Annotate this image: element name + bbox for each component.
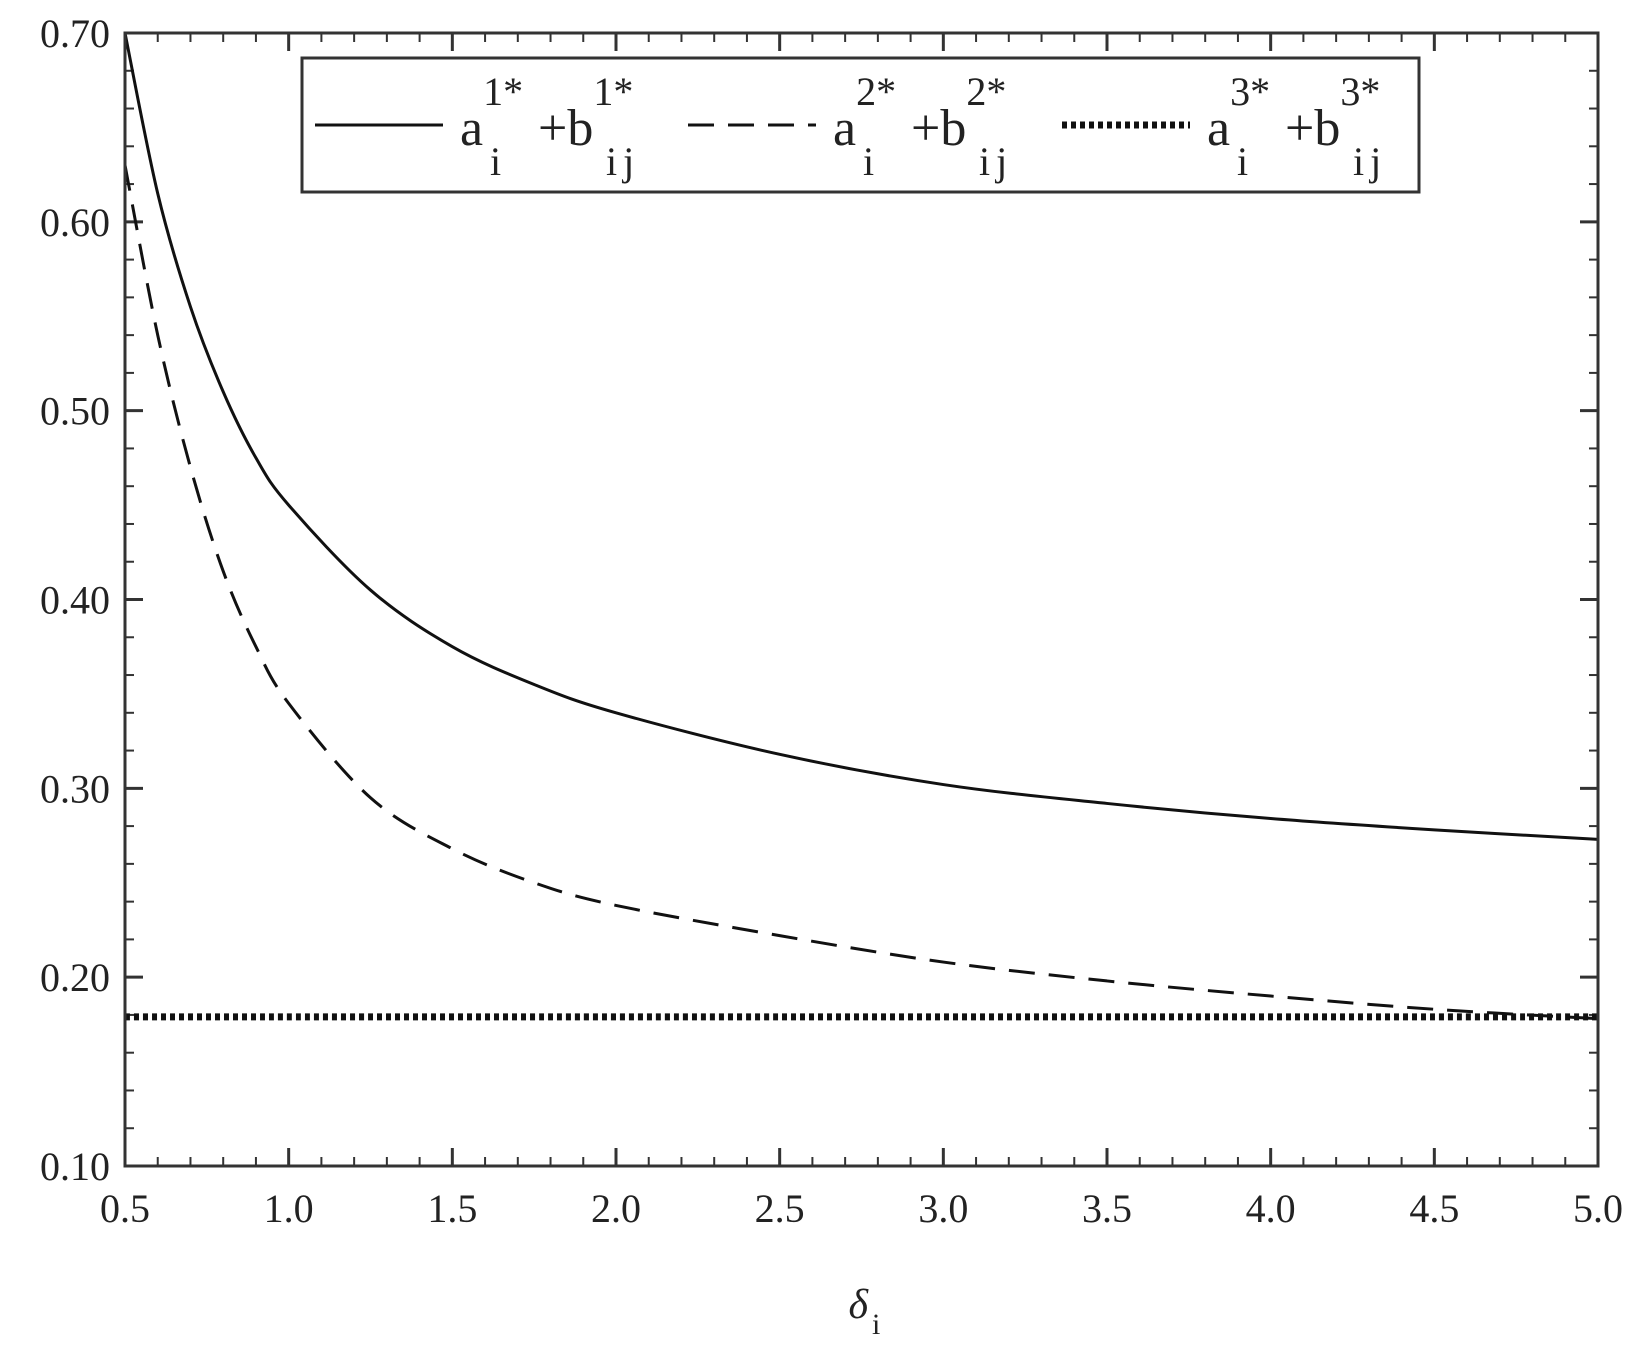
x-tick-label: 3.0 (918, 1186, 968, 1231)
y-tick-label: 0.40 (40, 578, 110, 623)
series-line-1 (123, 32, 1599, 841)
x-tick-label: 2.5 (755, 1186, 805, 1231)
x-tick-label: 5.0 (1573, 1186, 1623, 1231)
legend-label-1: a1* i+b1* ij (460, 69, 640, 184)
legend-entry-3: a3* i+b3* ij (1062, 69, 1387, 184)
x-tick-label: 1.0 (264, 1186, 314, 1231)
x-tick-label: 4.0 (1246, 1186, 1296, 1231)
legend: a1* i+b1* ij a2* i+b2* ij a3* i+b3* ij (300, 56, 1421, 194)
x-axis-label-subscript: i (872, 1308, 880, 1341)
y-tick-label: 0.50 (40, 389, 110, 434)
series-line-2 (123, 164, 1599, 1021)
y-tick-label: 0.30 (40, 766, 110, 811)
x-axis-label: δ (848, 1282, 869, 1328)
y-tick-label: 0.70 (40, 11, 110, 56)
legend-label-3: a3* i+b3* ij (1207, 69, 1387, 184)
series-layer (123, 32, 1599, 1021)
y-tick-label: 0.20 (40, 955, 110, 1000)
legend-entry-2: a2* i+b2* ij (688, 69, 1013, 184)
x-tick-label: 4.5 (1409, 1186, 1459, 1231)
plot-area-frame (123, 31, 1600, 1168)
x-axis-title: δ i (848, 1282, 880, 1341)
x-tick-label: 0.5 (100, 1186, 150, 1231)
y-tick-label: 0.10 (40, 1144, 110, 1189)
x-tick-label: 1.5 (427, 1186, 477, 1231)
legend-label-2: a2* i+b2* ij (833, 69, 1013, 184)
legend-box (300, 56, 1421, 194)
y-tick-labels: 0.10 0.20 0.30 0.40 0.50 0.60 0.70 (40, 11, 110, 1189)
y-tick-label: 0.60 (40, 200, 110, 245)
x-tick-labels: 0.5 1.0 1.5 2.0 2.5 3.0 3.5 4.0 4.5 5.0 (100, 1186, 1623, 1231)
legend-entry-1: a1* i+b1* ij (315, 69, 640, 184)
x-tick-label: 3.5 (1082, 1186, 1132, 1231)
x-tick-label: 2.0 (591, 1186, 641, 1231)
